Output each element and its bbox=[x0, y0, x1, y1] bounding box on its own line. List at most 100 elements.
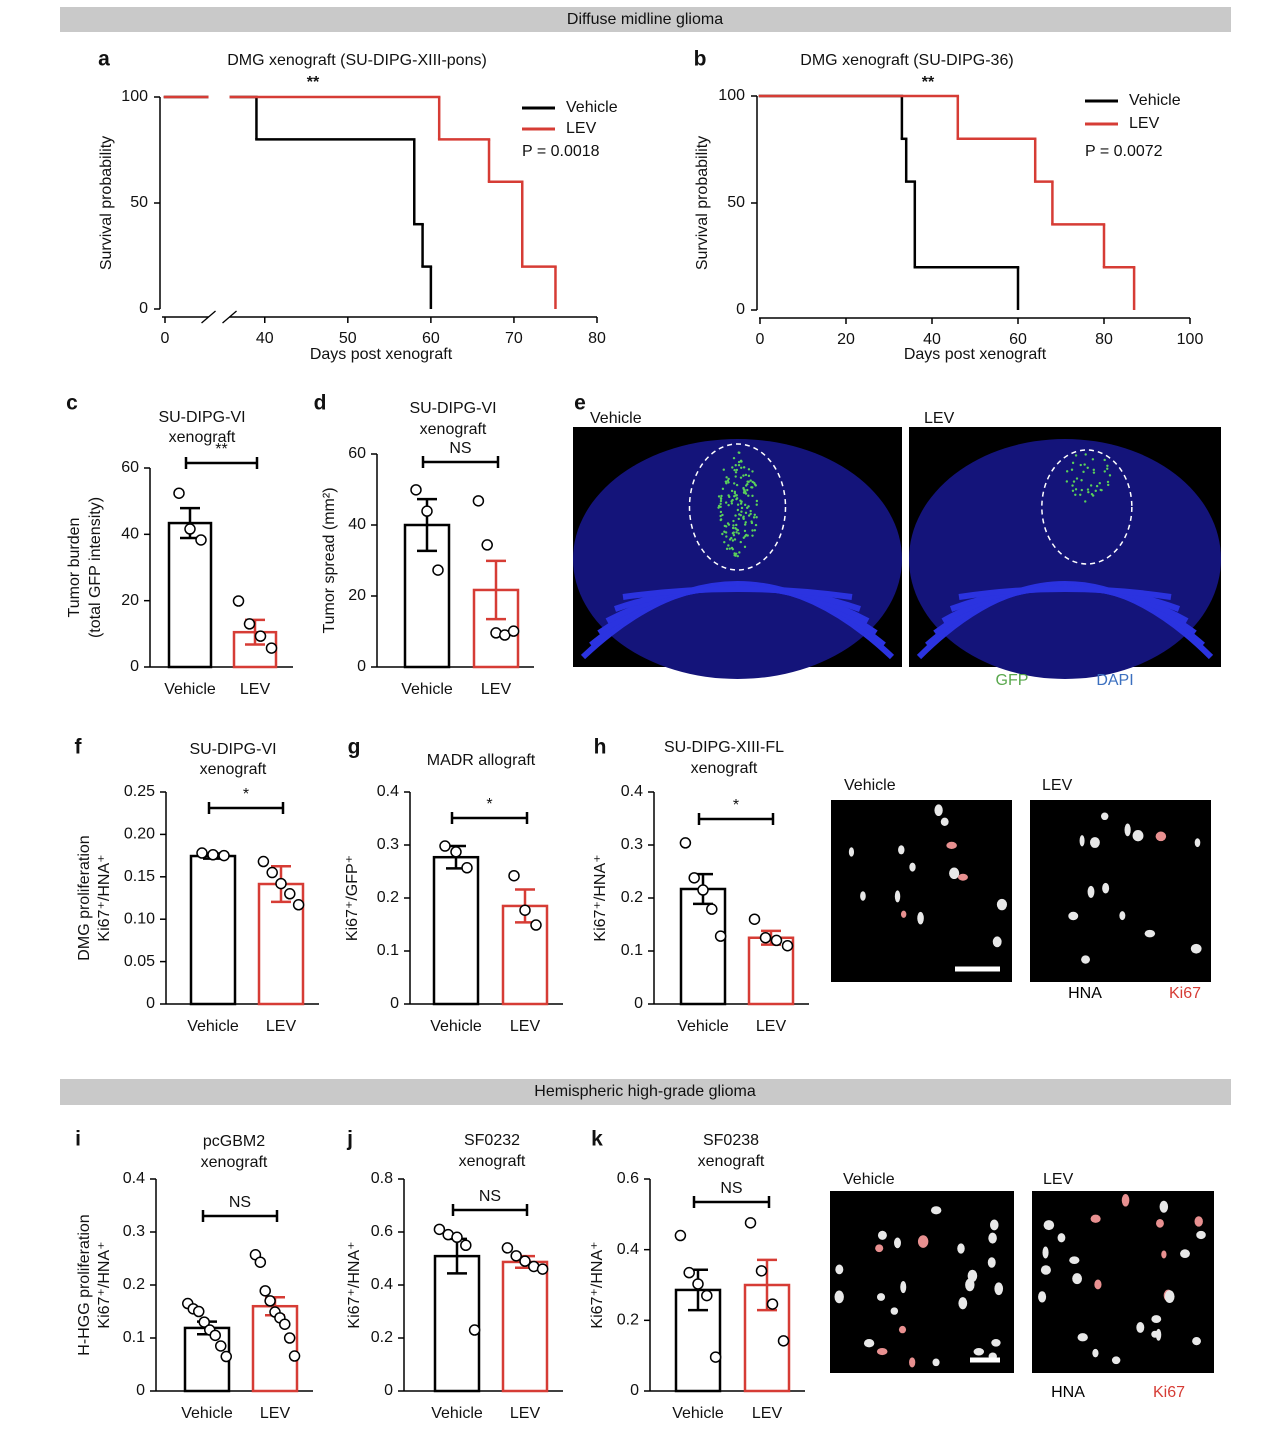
gfp-signal bbox=[747, 514, 751, 517]
nucleus bbox=[1102, 882, 1110, 894]
nucleus bbox=[909, 1357, 916, 1368]
gfp-signal bbox=[755, 503, 758, 506]
gfp-signal bbox=[728, 538, 732, 541]
nucleus bbox=[1151, 1330, 1159, 1338]
condition-label: Vehicle bbox=[844, 777, 896, 794]
nucleus bbox=[991, 1338, 1001, 1347]
nucleus bbox=[1057, 1233, 1066, 1243]
nucleus bbox=[1156, 1218, 1164, 1228]
gfp-signal bbox=[727, 477, 730, 481]
gfp-signal bbox=[743, 523, 747, 526]
x-tick-label: Vehicle bbox=[401, 681, 453, 698]
bar bbox=[189, 854, 237, 1006]
nucleus bbox=[1180, 1249, 1190, 1258]
y-tick-label: 0.2 bbox=[123, 1276, 145, 1293]
nucleus bbox=[1136, 1322, 1145, 1333]
chart-title: SU-DIPG-VI bbox=[409, 400, 496, 417]
legend-label: Vehicle bbox=[566, 99, 618, 116]
y-tick-label: 0.3 bbox=[621, 836, 643, 853]
x-axis-title: Days post xenograft bbox=[310, 346, 453, 363]
gfp-signal bbox=[1108, 474, 1112, 477]
y-tick-label: 0.4 bbox=[621, 783, 643, 800]
data-point bbox=[451, 1231, 463, 1244]
gfp-signal bbox=[755, 516, 758, 519]
gfp-signal bbox=[1074, 454, 1078, 457]
gfp-signal bbox=[737, 451, 740, 454]
nucleus bbox=[934, 804, 943, 817]
nucleus bbox=[1119, 911, 1126, 921]
gfp-signal bbox=[734, 471, 738, 474]
gfp-signal bbox=[1087, 490, 1090, 494]
data-point bbox=[781, 939, 794, 952]
data-point bbox=[508, 869, 520, 882]
chart-title: xenograft bbox=[169, 429, 236, 446]
data-point bbox=[770, 934, 783, 947]
x-tick-label: 80 bbox=[1095, 331, 1113, 348]
significance: ** bbox=[307, 74, 320, 91]
nucleus bbox=[940, 817, 949, 827]
data-point bbox=[218, 849, 230, 862]
y-axis-title: Ki67⁺/GFP⁺ bbox=[344, 855, 361, 941]
gfp-signal bbox=[740, 506, 744, 510]
x-tick-label: LEV bbox=[510, 1405, 541, 1422]
nucleus bbox=[1081, 955, 1090, 964]
y-axis-title: DMG proliferation bbox=[76, 835, 93, 960]
data-point bbox=[266, 866, 278, 879]
gfp-signal bbox=[747, 474, 751, 478]
significance: * bbox=[486, 796, 492, 813]
gfp-signal bbox=[749, 479, 752, 482]
condition-label: Vehicle bbox=[590, 410, 642, 427]
gfp-signal bbox=[1089, 484, 1093, 487]
gfp-signal bbox=[752, 481, 756, 485]
gfp-signal bbox=[719, 514, 722, 518]
tissue bbox=[909, 439, 1221, 679]
gfp-signal bbox=[749, 509, 752, 513]
y-tick-label: 0.1 bbox=[123, 1329, 145, 1346]
y-tick-label: 0.25 bbox=[124, 783, 155, 800]
gfp-signal bbox=[725, 547, 729, 551]
data-point bbox=[265, 642, 278, 654]
legend-label: Vehicle bbox=[1129, 92, 1181, 109]
gfp-signal bbox=[737, 460, 741, 464]
y-tick-label: 0.1 bbox=[377, 942, 399, 959]
y-axis-title: Ki67⁺/HNA⁺ bbox=[346, 1241, 363, 1328]
condition-label: LEV bbox=[1042, 777, 1073, 794]
data-point bbox=[507, 625, 520, 637]
gfp-signal bbox=[1091, 458, 1095, 461]
data-point bbox=[410, 484, 422, 496]
y-axis-title: (total GFP intensity) bbox=[87, 497, 104, 638]
gfp-signal bbox=[753, 529, 757, 532]
gfp-signal bbox=[1086, 488, 1090, 491]
gfp-signal bbox=[1084, 500, 1087, 503]
y-axis-title: Tumor spread (mm²) bbox=[321, 487, 338, 633]
gfp-signal bbox=[739, 502, 743, 505]
x-tick-label: 0 bbox=[756, 331, 765, 348]
nucleus bbox=[894, 1237, 901, 1249]
data-point bbox=[184, 523, 196, 535]
gfp-signal bbox=[1080, 488, 1083, 492]
tumor-outline bbox=[1041, 449, 1133, 565]
significance: NS bbox=[229, 1194, 251, 1211]
gfp-signal bbox=[1084, 453, 1087, 456]
banner-title: Hemispheric high-grade glioma bbox=[534, 1083, 756, 1100]
gfp-signal bbox=[731, 498, 734, 502]
gfp-signal bbox=[742, 488, 746, 491]
data-point bbox=[510, 1250, 522, 1262]
nucleus bbox=[876, 1293, 886, 1301]
nucleus bbox=[1092, 1348, 1099, 1358]
gfp-signal bbox=[1079, 493, 1082, 496]
gfp-signal bbox=[1071, 461, 1075, 465]
gfp-signal bbox=[742, 474, 745, 477]
panel-letter: a bbox=[98, 48, 110, 71]
data-point bbox=[692, 1278, 704, 1290]
micrograph bbox=[831, 800, 1012, 982]
gfp-signal bbox=[753, 513, 757, 517]
gfp-signal bbox=[734, 527, 737, 530]
panel-letter: e bbox=[574, 392, 586, 415]
y-tick-label: 0.8 bbox=[371, 1170, 393, 1187]
gfp-signal bbox=[746, 488, 749, 492]
bar bbox=[679, 887, 727, 1006]
gfp-signal bbox=[730, 489, 734, 493]
y-tick-label: 0 bbox=[390, 995, 399, 1012]
micrograph bbox=[830, 1191, 1014, 1373]
